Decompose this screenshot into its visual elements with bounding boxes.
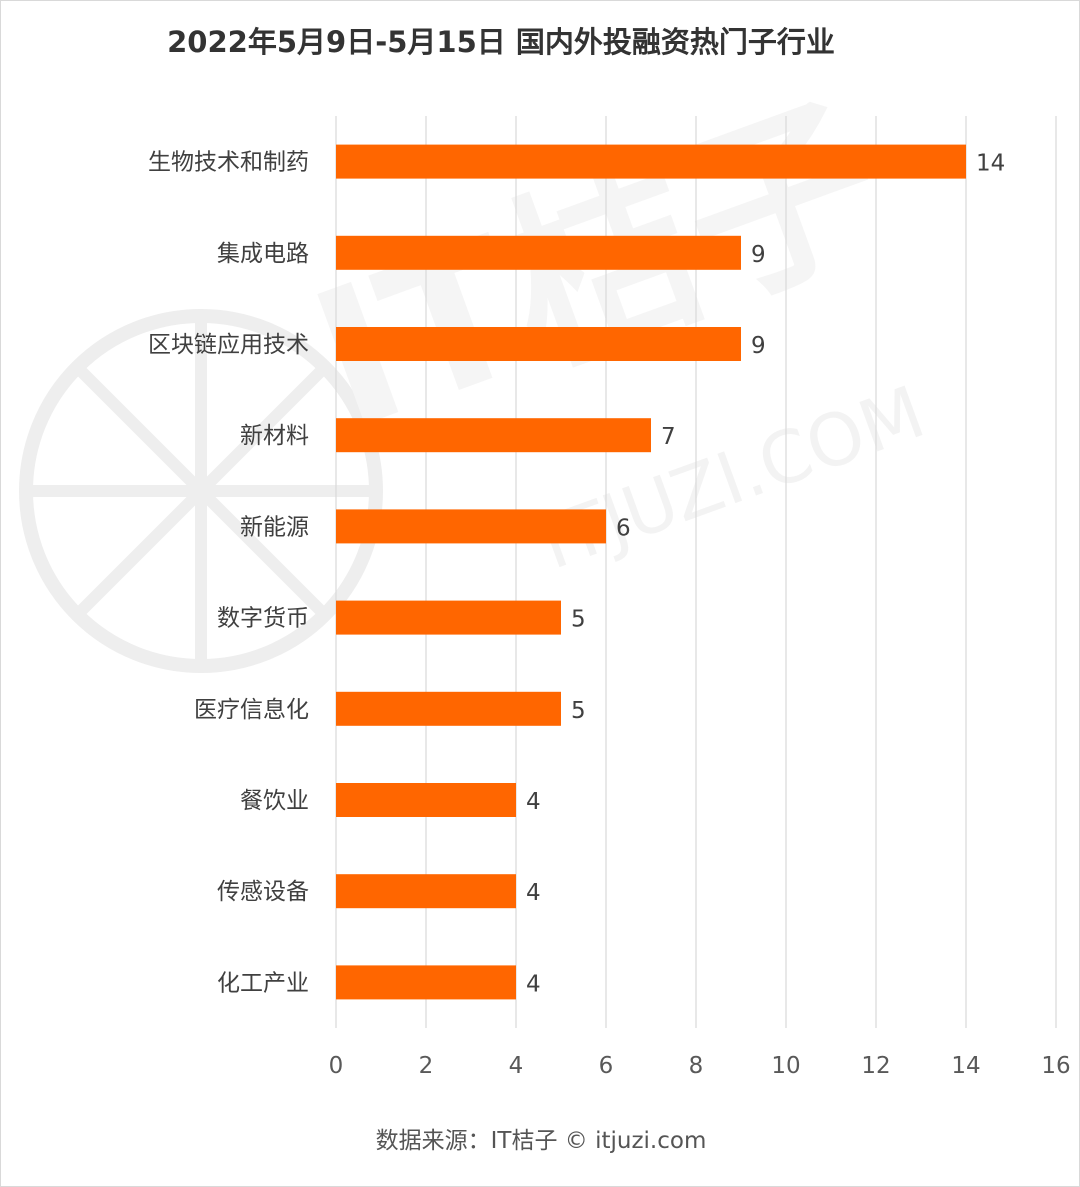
bar bbox=[336, 418, 651, 453]
data-label: 5 bbox=[571, 698, 586, 724]
data-label: 4 bbox=[526, 880, 541, 906]
x-tick-label: 12 bbox=[861, 1053, 890, 1079]
x-tick-label: 14 bbox=[951, 1053, 980, 1079]
x-tick-label: 4 bbox=[509, 1053, 524, 1079]
category-labels: 生物技术和制药集成电路区块链应用技术新材料新能源数字货币医疗信息化餐饮业传感设备… bbox=[148, 150, 309, 997]
category-label: 餐饮业 bbox=[240, 788, 309, 814]
x-tick-label: 8 bbox=[689, 1053, 704, 1079]
bar bbox=[336, 783, 516, 817]
bars bbox=[336, 144, 966, 1000]
bar bbox=[336, 235, 741, 270]
category-label: 区块链应用技术 bbox=[148, 332, 309, 358]
data-label: 4 bbox=[526, 971, 541, 997]
x-axis-ticks: 0 2 4 6 8 10 12 14 16 bbox=[329, 1053, 1071, 1079]
x-tick-label: 16 bbox=[1041, 1053, 1070, 1079]
data-label: 9 bbox=[751, 333, 766, 359]
category-label: 数字货币 bbox=[217, 606, 309, 632]
data-label: 5 bbox=[571, 607, 586, 633]
bar bbox=[336, 965, 516, 1000]
chart-title: 2022年5月9日-5月15日 国内外投融资热门子行业 bbox=[167, 25, 835, 59]
data-label: 6 bbox=[616, 515, 631, 541]
data-label: 7 bbox=[661, 424, 676, 450]
bar bbox=[336, 327, 741, 361]
bar bbox=[336, 509, 606, 544]
category-label: 集成电路 bbox=[217, 241, 309, 267]
bar bbox=[336, 874, 516, 909]
data-labels: 14 9 9 7 6 5 5 4 4 4 bbox=[526, 151, 1005, 998]
x-tick-label: 2 bbox=[419, 1053, 434, 1079]
source-note: 数据来源：IT桔子 © itjuzi.com bbox=[375, 1128, 707, 1154]
category-label: 生物技术和制药 bbox=[148, 150, 309, 176]
x-tick-label: 10 bbox=[771, 1053, 800, 1079]
category-label: 医疗信息化 bbox=[194, 697, 309, 723]
category-label: 化工产业 bbox=[217, 970, 309, 996]
bar bbox=[336, 691, 561, 726]
x-tick-label: 0 bbox=[329, 1053, 344, 1079]
x-tick-label: 6 bbox=[599, 1053, 614, 1079]
category-label: 传感设备 bbox=[217, 879, 309, 905]
data-label: 14 bbox=[976, 151, 1005, 177]
category-label: 新材料 bbox=[240, 423, 309, 449]
category-label: 新能源 bbox=[240, 514, 309, 540]
bar bbox=[336, 600, 561, 635]
watermark-domain: ITJUZI.COM bbox=[530, 370, 935, 586]
data-label: 9 bbox=[751, 242, 766, 268]
bar bbox=[336, 144, 966, 179]
data-label: 4 bbox=[526, 789, 541, 815]
